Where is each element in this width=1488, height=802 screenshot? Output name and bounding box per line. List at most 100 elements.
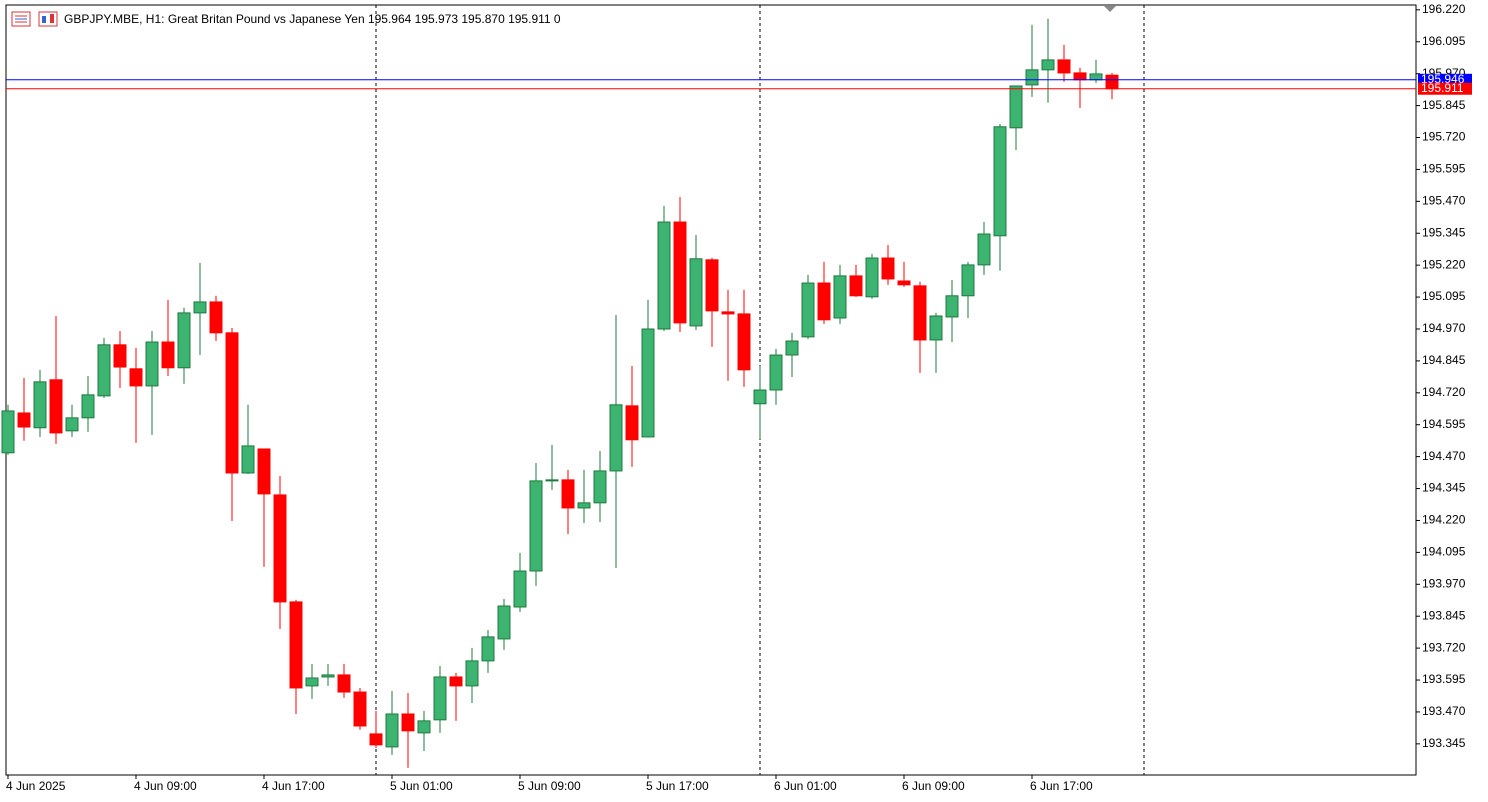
candle-body (193, 301, 207, 314)
y-tick-label: 194.095 (1422, 545, 1466, 559)
candle-body (929, 315, 943, 341)
price-tag (1418, 82, 1472, 95)
candle-body (65, 417, 79, 432)
candle-body (1041, 59, 1055, 71)
icon-bar (42, 16, 46, 23)
candle-body (465, 660, 479, 687)
y-tick-label: 193.595 (1422, 672, 1466, 686)
candle-body (33, 381, 47, 429)
candle-body (721, 311, 735, 315)
icon (38, 11, 58, 27)
candle-body (689, 258, 703, 327)
candle-body (433, 676, 447, 721)
candle-body (817, 282, 831, 321)
candle-body (833, 275, 847, 319)
y-tick-label: 194.845 (1422, 353, 1466, 367)
y-tick-label: 194.720 (1422, 385, 1466, 399)
candle-body (209, 301, 223, 334)
candle-body (241, 445, 255, 474)
candle-body (289, 601, 303, 689)
candle-body (657, 221, 671, 330)
x-tick-label: 6 Jun 09:00 (902, 779, 965, 793)
candle-body (561, 479, 575, 509)
candle-body (417, 720, 431, 734)
y-tick-label: 195.720 (1422, 130, 1466, 144)
x-tick-label: 5 Jun 01:00 (390, 779, 453, 793)
candle-body (577, 502, 591, 509)
candle-body (945, 295, 959, 318)
candle-body (881, 257, 895, 280)
y-tick-label: 193.845 (1422, 608, 1466, 622)
y-tick-label: 196.220 (1422, 2, 1466, 16)
candle-body (353, 691, 367, 727)
x-tick-label: 5 Jun 09:00 (518, 779, 581, 793)
y-tick-label: 193.970 (1422, 576, 1466, 590)
icon-bar (50, 14, 54, 23)
candle-body (145, 341, 159, 387)
candle-body (545, 479, 559, 482)
candle-body (897, 280, 911, 286)
x-tick-label: 4 Jun 17:00 (262, 779, 325, 793)
candle-body (529, 480, 543, 572)
y-tick-label: 195.345 (1422, 225, 1466, 239)
candle-body (369, 733, 383, 746)
x-tick-label: 6 Jun 01:00 (774, 779, 837, 793)
x-tick-label: 5 Jun 17:00 (646, 779, 709, 793)
candle-body (961, 264, 975, 297)
candle-body (705, 259, 719, 312)
y-tick-label: 195.220 (1422, 257, 1466, 271)
y-tick-label: 194.345 (1422, 481, 1466, 495)
price-tag-label: 195.946 (1421, 72, 1465, 86)
candle-body (1057, 59, 1071, 74)
candle-body (81, 394, 95, 419)
candle-body (849, 275, 863, 297)
candle-body (801, 282, 815, 338)
candle-body (785, 340, 799, 356)
candle-body (305, 677, 319, 687)
candle-body (609, 404, 623, 472)
toolbar-icons (11, 11, 58, 27)
candle-body (769, 354, 783, 391)
candle-body (273, 494, 287, 603)
candle-body (625, 405, 639, 441)
y-tick-label: 194.595 (1422, 417, 1466, 431)
candle-body (481, 636, 495, 662)
candle-body (1105, 74, 1119, 90)
candle-body (257, 448, 271, 495)
candle-body (1, 410, 15, 454)
y-tick-label: 193.720 (1422, 640, 1466, 654)
candle-body (737, 313, 751, 371)
candle-body (753, 389, 767, 405)
x-tick-label: 6 Jun 17:00 (1030, 779, 1093, 793)
candle-body (513, 570, 527, 608)
candle-body (977, 233, 991, 266)
shift-marker (1104, 6, 1116, 12)
y-tick-label: 195.095 (1422, 289, 1466, 303)
candle-body (49, 379, 63, 434)
candle-body (97, 344, 111, 397)
candle-body (1025, 69, 1039, 86)
y-tick-label: 193.345 (1422, 736, 1466, 750)
candle-body (337, 674, 351, 693)
candle-body (865, 257, 879, 298)
candle-body (1009, 85, 1023, 129)
y-tick-label: 194.220 (1422, 513, 1466, 527)
candle-body (641, 328, 655, 438)
candle-body (17, 412, 31, 428)
candle-body (449, 676, 463, 687)
candle-body (385, 713, 399, 748)
y-tick-label: 196.095 (1422, 34, 1466, 48)
chart-title: GBPJPY.MBE, H1: Great Britan Pound vs Ja… (64, 12, 561, 26)
candle-body (1073, 72, 1087, 81)
y-tick-label: 193.470 (1422, 704, 1466, 718)
candle-body (401, 713, 415, 732)
candle-body (593, 470, 607, 504)
candle-body (161, 341, 175, 369)
plot-area (5, 4, 1417, 776)
candle-body (321, 674, 335, 678)
y-tick-label: 194.970 (1422, 321, 1466, 335)
candle-body (177, 312, 191, 369)
y-tick-label: 194.470 (1422, 449, 1466, 463)
